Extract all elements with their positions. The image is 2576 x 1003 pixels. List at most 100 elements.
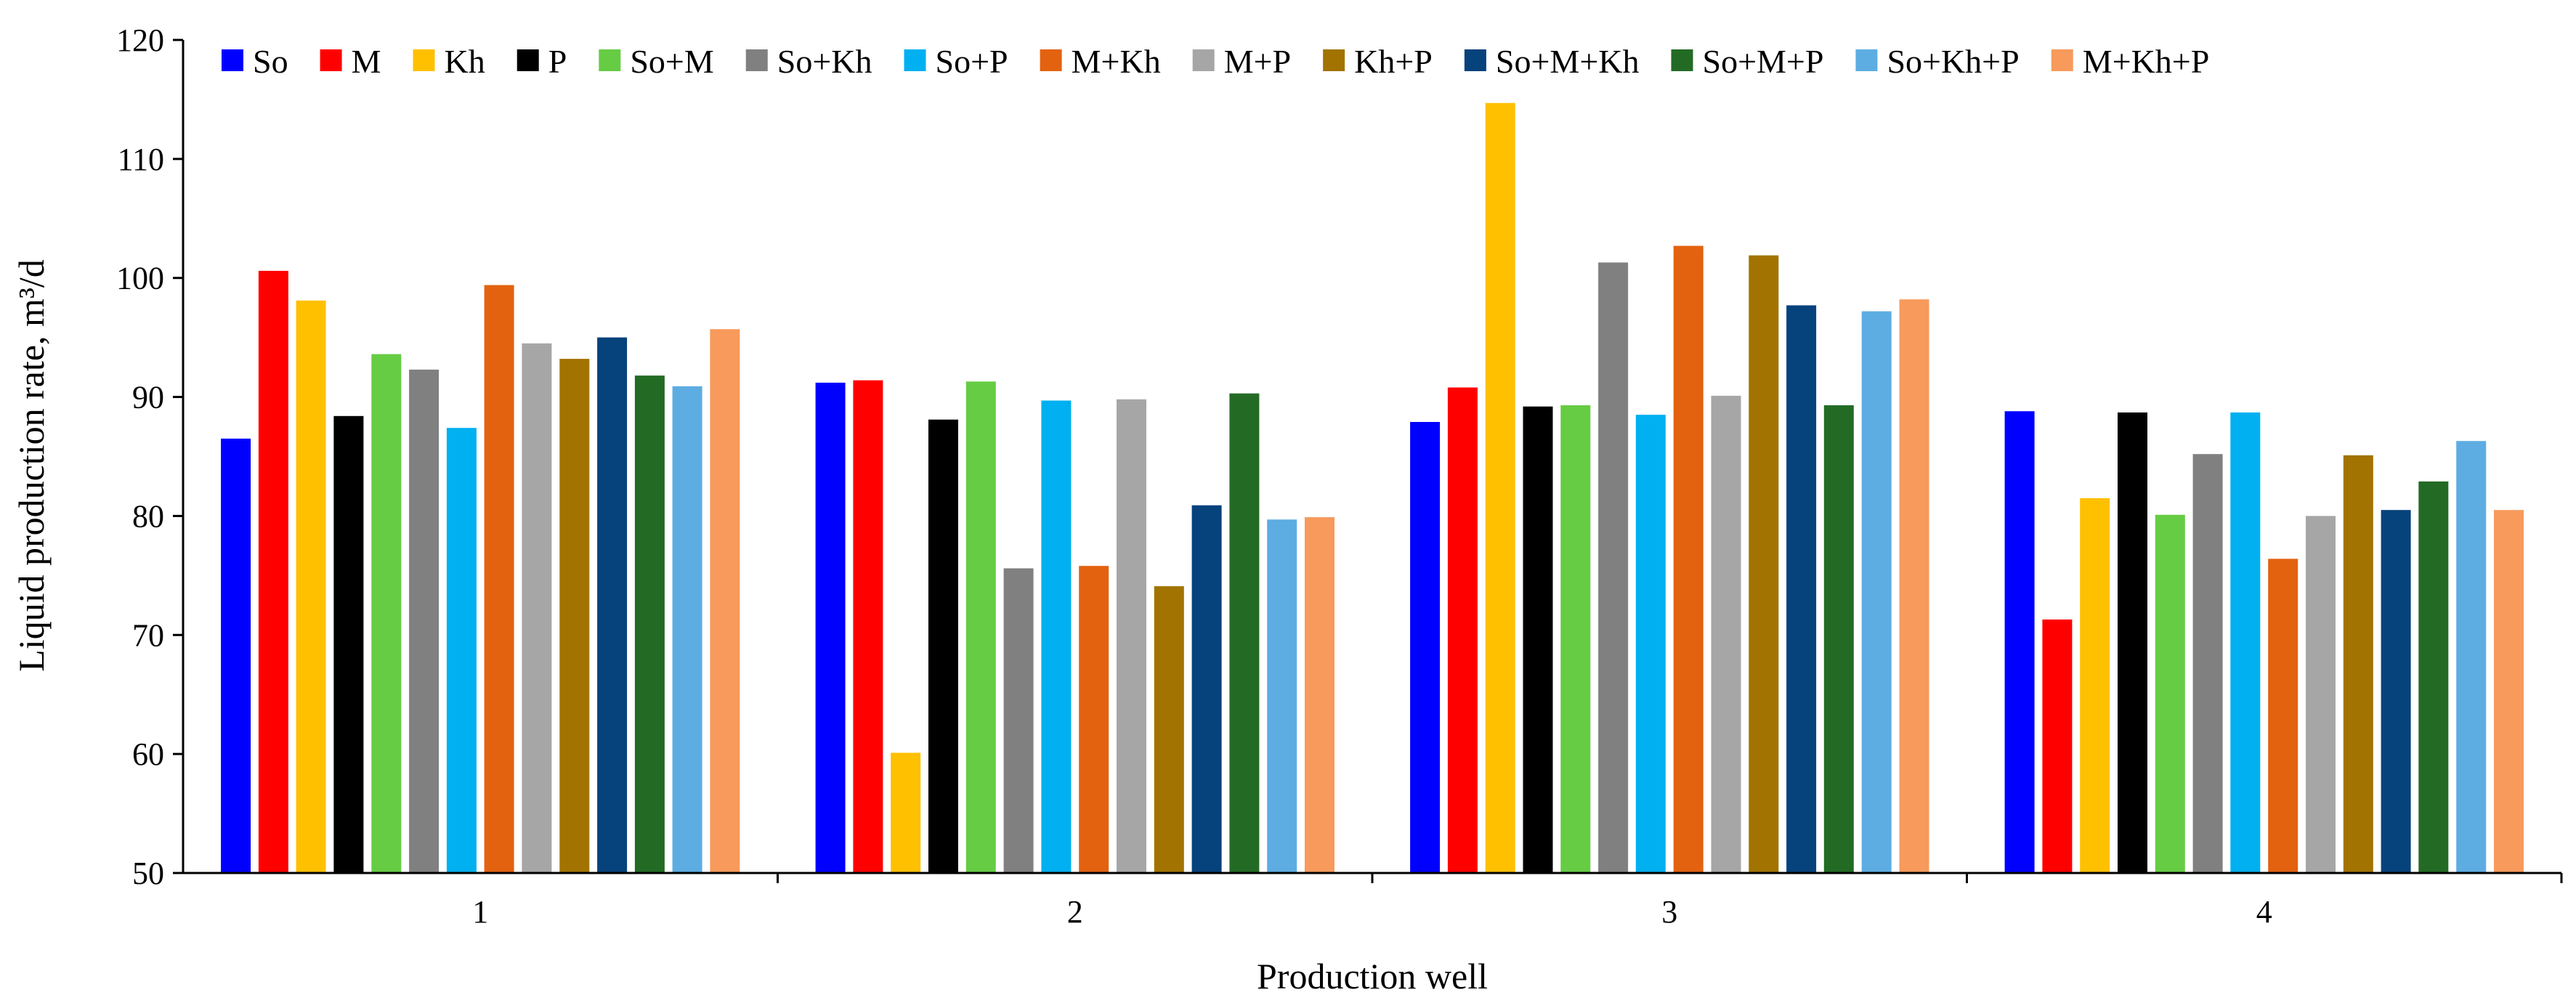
bar-m-plus-p-well-3 xyxy=(1711,395,1741,873)
bar-p-well-1 xyxy=(333,415,364,873)
bar-so-plus-m-plus-p-well-1 xyxy=(634,375,665,873)
bars xyxy=(221,102,2524,874)
legend-label: So+P xyxy=(936,43,1008,80)
bar-m-plus-kh-well-4 xyxy=(2268,559,2298,873)
legend-swatch xyxy=(413,49,435,71)
bar-m-well-3 xyxy=(1447,387,1478,873)
bar-so-plus-kh-well-1 xyxy=(409,369,440,873)
bar-so-plus-p-well-3 xyxy=(1635,415,1666,873)
bar-so-plus-m-well-2 xyxy=(965,381,996,873)
bar-m-plus-kh-well-1 xyxy=(484,285,514,873)
bar-m-plus-kh-well-2 xyxy=(1079,566,1109,873)
bar-m-well-1 xyxy=(258,270,288,873)
bar-so-plus-m-well-1 xyxy=(371,354,402,874)
bar-so-plus-kh-well-4 xyxy=(2192,454,2223,873)
bar-m-plus-p-well-4 xyxy=(2306,516,2336,873)
legend: So M Kh P So+M So+Kh So+P M+Kh M+P Kh+P So+M+Kh So+… xyxy=(222,43,2209,80)
legend-swatch xyxy=(517,49,539,71)
bar-so-well-3 xyxy=(1410,422,1441,873)
bar-so-plus-m-plus-kh-well-3 xyxy=(1786,305,1817,873)
bar-so-plus-kh-well-2 xyxy=(1003,568,1034,873)
bar-kh-plus-p-well-3 xyxy=(1749,255,1779,874)
y-tick-label: 60 xyxy=(132,736,164,772)
legend-swatch xyxy=(1464,49,1486,71)
y-tick-label: 90 xyxy=(132,380,164,415)
y-tick-label: 120 xyxy=(116,23,164,58)
bar-kh-well-2 xyxy=(891,752,921,873)
bar-m-well-2 xyxy=(853,380,883,873)
bar-kh-well-3 xyxy=(1485,102,1515,873)
axes: 50 60 70 80 90 100 110 120 1 2 3 4 xyxy=(116,23,2563,930)
legend-label: Kh xyxy=(445,43,485,80)
legend-swatch xyxy=(222,49,243,71)
bar-so-plus-m-plus-p-well-3 xyxy=(1823,405,1854,873)
y-tick-label: 50 xyxy=(132,856,164,891)
bar-m-plus-kh-plus-p-well-1 xyxy=(710,329,740,873)
bar-so-well-2 xyxy=(815,382,846,873)
bar-m-plus-kh-well-3 xyxy=(1673,245,1704,873)
legend-label: So+M+P xyxy=(1702,43,1823,80)
bar-so-well-4 xyxy=(2004,411,2035,873)
bar-so-plus-m-plus-kh-well-1 xyxy=(597,337,628,874)
bar-m-plus-p-well-1 xyxy=(522,343,552,873)
legend-swatch xyxy=(320,49,342,71)
bar-so-plus-m-plus-kh-well-4 xyxy=(2381,510,2411,873)
legend-label: So xyxy=(253,43,288,80)
bar-so-plus-kh-well-3 xyxy=(1598,262,1629,873)
bar-so-plus-m-plus-p-well-2 xyxy=(1229,393,1260,873)
bar-so-plus-kh-plus-p-well-3 xyxy=(1861,311,1892,874)
legend-label: M+P xyxy=(1224,43,1291,80)
bar-kh-plus-p-well-2 xyxy=(1154,586,1184,873)
bar-so-plus-m-well-3 xyxy=(1560,405,1591,873)
legend-label: So+Kh xyxy=(777,43,872,80)
bar-m-plus-kh-plus-p-well-2 xyxy=(1305,517,1334,873)
legend-label: M xyxy=(352,43,381,80)
bar-kh-plus-p-well-1 xyxy=(559,359,590,874)
legend-label: Kh+P xyxy=(1354,43,1433,80)
bar-so-plus-kh-plus-p-well-4 xyxy=(2456,441,2487,873)
bar-so-plus-kh-plus-p-well-1 xyxy=(672,386,702,873)
bar-so-plus-p-well-1 xyxy=(446,428,477,873)
y-tick-label: 110 xyxy=(118,142,164,177)
x-tick-label: 4 xyxy=(2256,894,2272,930)
bar-kh-well-1 xyxy=(296,300,326,873)
bar-p-well-3 xyxy=(1523,406,1553,873)
x-tick-label: 1 xyxy=(472,894,488,930)
y-tick-label: 70 xyxy=(132,617,164,653)
bar-so-plus-p-well-4 xyxy=(2230,412,2261,873)
legend-swatch xyxy=(1671,49,1693,71)
x-tick-label: 2 xyxy=(1067,894,1083,930)
legend-label: So+M xyxy=(630,43,713,80)
bar-m-plus-kh-plus-p-well-3 xyxy=(1899,299,1929,873)
y-axis-title: Liquid production rate, m³/d xyxy=(11,259,52,672)
bar-kh-plus-p-well-4 xyxy=(2343,455,2373,873)
y-tick-label: 100 xyxy=(116,261,164,296)
x-axis-title: Production well xyxy=(1257,956,1488,996)
legend-label: P xyxy=(548,43,567,80)
bar-kh-well-4 xyxy=(2080,498,2110,873)
legend-swatch xyxy=(1040,49,1062,71)
legend-swatch xyxy=(745,49,768,71)
bar-so-plus-p-well-2 xyxy=(1041,400,1072,873)
bar-so-plus-m-well-4 xyxy=(2155,514,2185,873)
legend-swatch xyxy=(599,49,621,71)
legend-label: M+Kh+P xyxy=(2083,43,2210,80)
bar-so-plus-kh-plus-p-well-2 xyxy=(1267,519,1297,873)
bar-so-well-1 xyxy=(221,438,251,873)
bar-so-plus-m-plus-kh-well-2 xyxy=(1191,505,1222,873)
legend-label: M+Kh xyxy=(1072,43,1161,80)
y-tick-label: 80 xyxy=(132,498,164,534)
x-tick-label: 3 xyxy=(1661,894,1677,930)
legend-label: So+M+Kh xyxy=(1496,43,1640,80)
bar-m-well-4 xyxy=(2042,620,2073,873)
bar-p-well-4 xyxy=(2118,412,2147,873)
bar-so-plus-m-plus-p-well-4 xyxy=(2418,481,2449,873)
legend-swatch xyxy=(2051,49,2073,71)
legend-swatch xyxy=(1855,49,1878,71)
legend-swatch xyxy=(904,49,926,71)
legend-swatch xyxy=(1323,49,1345,71)
legend-label: So+Kh+P xyxy=(1887,43,2019,80)
bar-m-plus-kh-plus-p-well-4 xyxy=(2494,510,2524,873)
legend-swatch xyxy=(1192,49,1215,71)
